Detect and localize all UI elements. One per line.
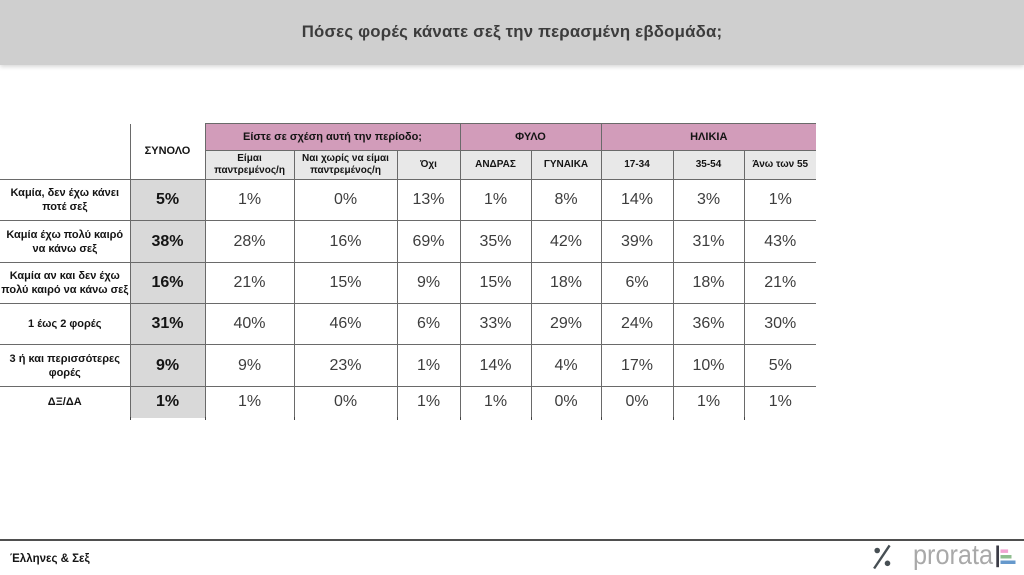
svg-text:prorata: prorata [913, 541, 993, 570]
